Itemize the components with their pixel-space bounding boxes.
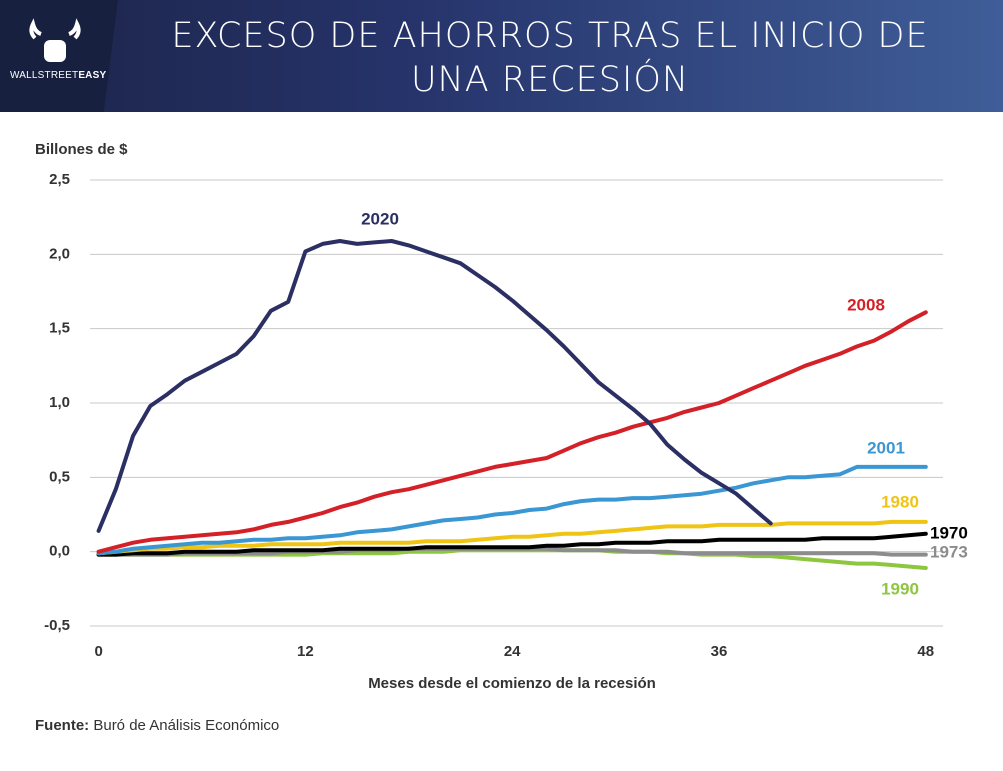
x-axis-label: Meses desde el comienzo de la recesión — [368, 675, 656, 692]
source-text: Buró de Análisis Económico — [93, 717, 280, 734]
y-tick-label: 1,0 — [49, 394, 70, 411]
x-tick-label: 12 — [297, 643, 314, 660]
brand: WALLSTREETEASY — [10, 70, 106, 81]
logo: WALLSTREETEASY — [0, 0, 118, 112]
brand-text: EASY — [78, 70, 107, 81]
x-tick-label: 36 — [711, 643, 728, 660]
y-tick-label: -0,5 — [44, 617, 70, 634]
series-label: 1990 — [881, 579, 919, 598]
logo-horns — [29, 18, 81, 40]
source: Fuente: Buró de Análisis Económico — [35, 717, 279, 734]
x-tick-label: 0 — [94, 643, 102, 660]
header: WALLSTREETEASY EXCESO DE AHORROS TRAS EL… — [0, 0, 1003, 112]
series-label: 1970 — [930, 523, 968, 542]
brand-text: WALLSTREET — [10, 70, 79, 81]
series-line — [96, 531, 928, 557]
y-tick-label: 1,5 — [49, 320, 70, 337]
series-label: 1980 — [881, 492, 919, 511]
series-label: 2001 — [867, 438, 905, 457]
series-label: 1973 — [930, 542, 968, 561]
y-tick-label: 2,0 — [49, 245, 70, 262]
y-axis-label: Billones de $ — [35, 141, 128, 158]
series-line — [96, 239, 773, 533]
logo-fist — [44, 40, 66, 62]
series-label: 2020 — [361, 209, 399, 228]
y-tick-label: 2,5 — [49, 171, 70, 188]
series-line — [96, 310, 928, 554]
y-tick-label: 0,5 — [49, 468, 70, 485]
series-line — [96, 519, 928, 556]
x-tick-label: 24 — [504, 643, 521, 660]
logo-icon — [29, 18, 81, 62]
chart-title: EXCESO DE AHORROS TRAS EL INICIO DE UNA … — [171, 16, 929, 100]
y-tick-label: 0,0 — [49, 543, 70, 560]
x-tick-label: 48 — [917, 643, 934, 660]
series-line — [96, 464, 928, 556]
series-label: 2008 — [847, 295, 885, 314]
source-label: Fuente: — [35, 717, 90, 734]
